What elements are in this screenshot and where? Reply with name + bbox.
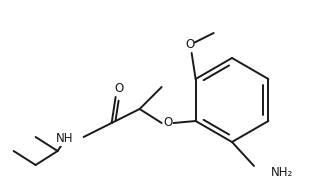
Text: O: O — [163, 117, 172, 130]
Text: O: O — [185, 39, 194, 52]
Text: NH: NH — [56, 133, 74, 146]
Text: O: O — [114, 82, 123, 95]
Text: NH₂: NH₂ — [271, 165, 293, 178]
